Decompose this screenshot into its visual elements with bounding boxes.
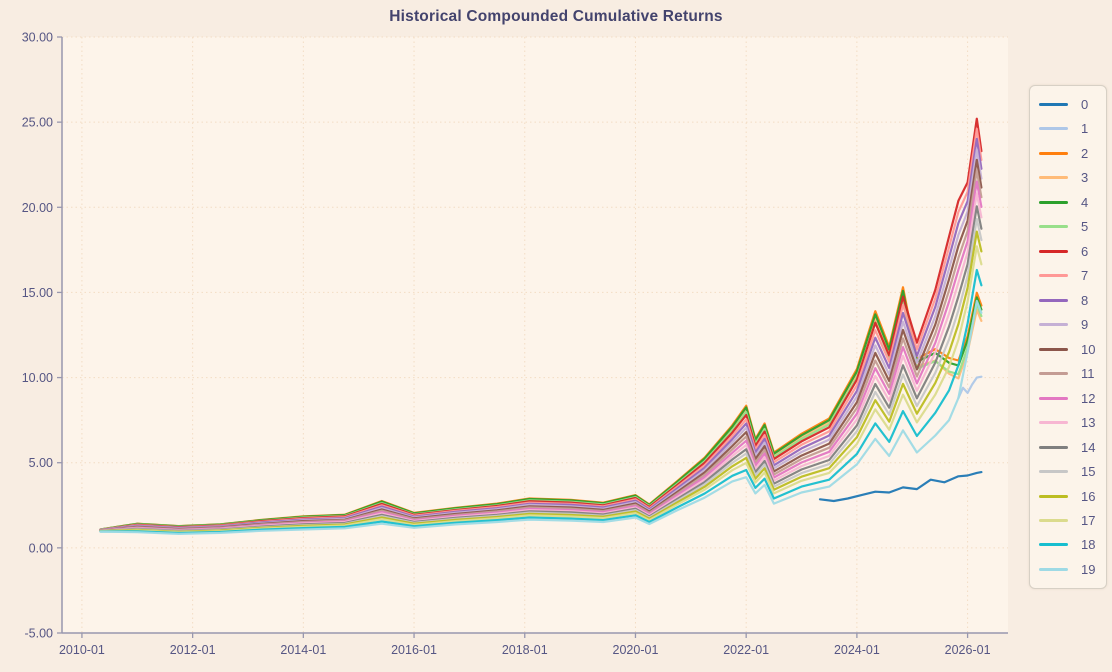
- legend-swatch-9: [1039, 323, 1068, 327]
- x-tick-label: 2010-01: [59, 643, 105, 657]
- legend-swatch-14: [1039, 445, 1068, 449]
- legend-item-2[interactable]: 2: [1030, 145, 1106, 162]
- legend-item-10[interactable]: 10: [1030, 341, 1106, 358]
- chart-title: Historical Compounded Cumulative Returns: [389, 8, 723, 25]
- legend-item-6[interactable]: 6: [1030, 243, 1106, 260]
- legend-label: 16: [1081, 488, 1096, 504]
- legend-swatch-8: [1039, 298, 1068, 302]
- legend-swatch-0: [1039, 103, 1068, 106]
- legend-swatch-11: [1039, 372, 1068, 376]
- series-line-17: [99, 245, 983, 534]
- legend-item-15[interactable]: 15: [1030, 463, 1106, 480]
- legend-label: 14: [1081, 439, 1096, 455]
- legend-label: 15: [1081, 464, 1096, 480]
- legend-item-13[interactable]: 13: [1030, 414, 1106, 431]
- y-tick-label: 15.00: [22, 286, 53, 300]
- legend-item-18[interactable]: 18: [1030, 536, 1106, 553]
- legend-swatch-15: [1039, 470, 1068, 474]
- x-tick-label: 2014-01: [280, 643, 326, 657]
- legend-item-0[interactable]: 0: [1030, 96, 1106, 113]
- legend-swatch-13: [1039, 421, 1068, 425]
- legend-item-12[interactable]: 12: [1030, 390, 1106, 407]
- series-line-1: [957, 375, 983, 400]
- legend-label: 10: [1081, 341, 1096, 357]
- legend-swatch-3: [1039, 176, 1068, 180]
- y-tick-label: 30.00: [22, 31, 53, 45]
- legend-item-7[interactable]: 7: [1030, 267, 1106, 284]
- y-tick-label: 20.00: [22, 201, 53, 215]
- y-tick-label: -5.00: [25, 627, 54, 641]
- legend-label: 5: [1081, 219, 1089, 235]
- x-tick-label: 2012-01: [170, 643, 216, 657]
- x-tick-label: 2018-01: [502, 643, 548, 657]
- legend-label: 9: [1081, 317, 1089, 333]
- x-tick-label: 2016-01: [391, 643, 437, 657]
- legend-swatch-19: [1039, 567, 1068, 571]
- legend-label: 12: [1081, 390, 1096, 406]
- legend-item-3[interactable]: 3: [1030, 169, 1106, 186]
- legend-swatch-17: [1039, 518, 1068, 522]
- legend-swatch-2: [1039, 151, 1068, 155]
- x-tick-label: 2026-01: [945, 643, 991, 657]
- series-line-19: [99, 299, 983, 536]
- legend-label: 2: [1081, 145, 1089, 161]
- legend-item-5[interactable]: 5: [1030, 218, 1106, 235]
- legend-swatch-12: [1039, 396, 1068, 400]
- legend-label: 1: [1081, 121, 1089, 137]
- x-tick-label: 2022-01: [723, 643, 769, 657]
- legend-swatch-5: [1039, 225, 1068, 229]
- legend-item-11[interactable]: 11: [1030, 365, 1106, 382]
- legend-swatch-16: [1039, 494, 1068, 498]
- legend-label: 4: [1081, 194, 1089, 210]
- legend-swatch-4: [1039, 200, 1068, 204]
- y-tick-label: 5.00: [29, 456, 53, 470]
- legend-label: 11: [1081, 366, 1095, 382]
- legend-label: 17: [1081, 512, 1096, 528]
- legend-label: 19: [1081, 561, 1096, 577]
- legend: 0 1 2 3 4 5 6 7 8 9 10 11 12 13 14 15 16 17 18 19: [1029, 85, 1107, 589]
- y-tick-label: 25.00: [22, 116, 53, 130]
- series-line-0: [818, 471, 983, 503]
- legend-item-1[interactable]: 1: [1030, 120, 1106, 137]
- legend-swatch-18: [1039, 543, 1068, 547]
- legend-swatch-10: [1039, 347, 1068, 351]
- legend-label: 18: [1081, 537, 1096, 553]
- x-tick-label: 2024-01: [834, 643, 880, 657]
- legend-label: 7: [1081, 268, 1089, 284]
- legend-label: 3: [1081, 170, 1089, 186]
- legend-swatch-7: [1039, 274, 1068, 278]
- legend-item-16[interactable]: 16: [1030, 488, 1106, 505]
- legend-item-17[interactable]: 17: [1030, 512, 1106, 529]
- legend-label: 13: [1081, 415, 1096, 431]
- legend-swatch-1: [1039, 127, 1068, 131]
- series-line-18: [99, 268, 983, 535]
- plot-area: [62, 37, 1008, 633]
- legend-swatch-6: [1039, 249, 1068, 253]
- legend-item-8[interactable]: 8: [1030, 292, 1106, 309]
- legend-item-19[interactable]: 19: [1030, 561, 1106, 578]
- legend-label: 0: [1081, 97, 1089, 112]
- legend-item-9[interactable]: 9: [1030, 316, 1106, 333]
- y-tick-label: 10.00: [22, 371, 53, 385]
- x-tick-label: 2020-01: [613, 643, 659, 657]
- legend-label: 8: [1081, 292, 1089, 308]
- legend-label: 6: [1081, 243, 1089, 259]
- y-tick-label: 0.00: [29, 541, 53, 555]
- legend-item-4[interactable]: 4: [1030, 194, 1106, 211]
- legend-item-14[interactable]: 14: [1030, 439, 1106, 456]
